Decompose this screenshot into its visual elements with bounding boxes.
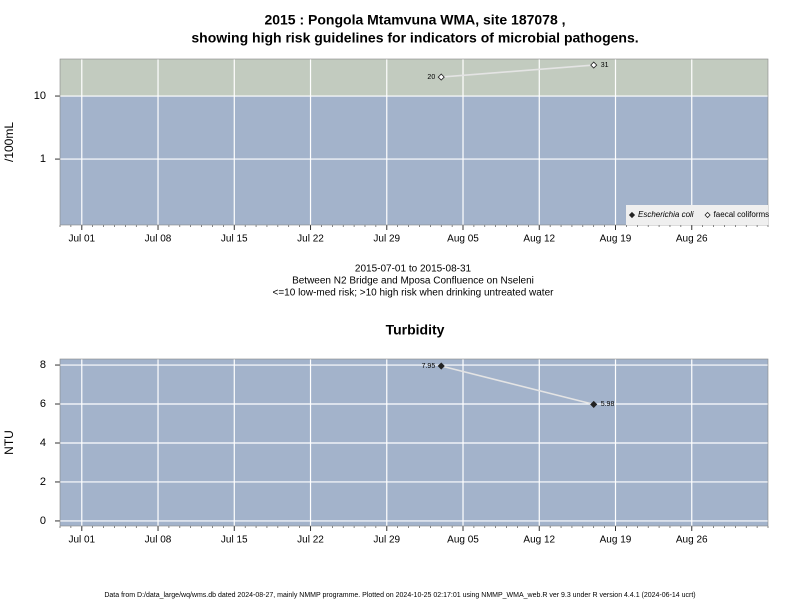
- value-label: 31: [601, 62, 609, 69]
- x-tick-label: Aug 26: [676, 535, 708, 546]
- series-line: [441, 365, 594, 406]
- x-tick-label: Aug 12: [523, 234, 555, 245]
- high-risk-band: [60, 59, 768, 97]
- x-tick-label: Jul 08: [145, 535, 172, 546]
- series-line: [441, 64, 594, 78]
- value-label: 7.95: [422, 363, 436, 370]
- y-axis-label: /100mL: [2, 122, 16, 162]
- y-tick-label: 6: [40, 398, 46, 410]
- point: [590, 61, 598, 69]
- x-tick-label: Jul 29: [373, 234, 400, 245]
- legend-marker: [628, 211, 636, 219]
- point: [590, 400, 598, 408]
- plot-frame: [59, 358, 769, 527]
- legend-label: Escherichia coli: [638, 210, 694, 219]
- legend-marker: [704, 211, 711, 219]
- y-tick-label: 8: [40, 359, 46, 371]
- legend-box: [626, 205, 768, 225]
- y-tick-label: 1: [40, 153, 46, 165]
- chart-title: Turbidity: [386, 322, 445, 338]
- plot-frame: [59, 58, 769, 226]
- x-tick-label: Jul 29: [373, 535, 400, 546]
- x-tick-label: Aug 05: [447, 234, 479, 245]
- x-tick-label: Jul 15: [221, 535, 248, 546]
- value-label: 5.98: [601, 401, 615, 408]
- x-tick-label: Jul 01: [68, 535, 95, 546]
- legend-label: faecal coliforms: [714, 210, 770, 219]
- chart-title: showing high risk guidelines for indicat…: [191, 30, 638, 46]
- chart-title: 2015 : Pongola Mtamvuna WMA, site 187078…: [264, 12, 565, 28]
- x-tick-label: Aug 19: [600, 234, 632, 245]
- y-axis-label: NTU: [2, 430, 16, 455]
- value-label: 20: [427, 74, 435, 81]
- x-tick-label: Jul 22: [297, 535, 324, 546]
- x-tick-label: Jul 01: [68, 234, 95, 245]
- y-tick-label: 0: [40, 515, 46, 527]
- point: [437, 73, 445, 81]
- x-tick-label: Aug 19: [600, 535, 632, 546]
- x-tick-label: Jul 08: [145, 234, 172, 245]
- x-tick-label: Jul 22: [297, 234, 324, 245]
- y-tick-label: 2: [40, 476, 46, 488]
- point: [437, 362, 445, 370]
- annotation: 2015-07-01 to 2015-08-31: [355, 264, 472, 275]
- y-tick-label: 4: [40, 437, 46, 449]
- x-tick-label: Aug 05: [447, 535, 479, 546]
- annotation: <=10 low-med risk; >10 high risk when dr…: [273, 288, 555, 299]
- y-tick-label: 10: [34, 90, 46, 102]
- x-tick-label: Aug 26: [676, 234, 708, 245]
- annotation: Between N2 Bridge and Mposa Confluence o…: [292, 276, 534, 287]
- footer: Data from D:/data_large/wq/wms.db dated …: [104, 592, 695, 599]
- x-tick-label: Aug 12: [523, 535, 555, 546]
- x-tick-label: Jul 15: [221, 234, 248, 245]
